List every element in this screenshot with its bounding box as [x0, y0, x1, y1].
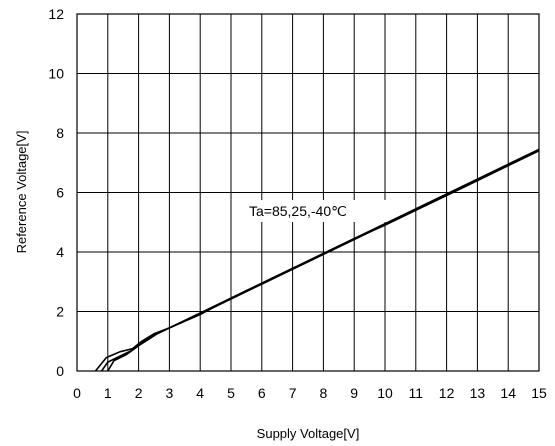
x-tick-labels: 0 1 2 3 4 5 6 7 8 9 10 11 12 13 14 15: [73, 385, 547, 401]
series-line-3: [107, 148, 540, 372]
y-axis-title: Reference Voltage[V]: [14, 131, 29, 254]
x-tick-label: 6: [258, 385, 266, 401]
y-tick-label: 0: [56, 363, 64, 379]
x-tick-label: 1: [104, 385, 112, 401]
y-tick-label: 10: [48, 66, 64, 82]
annotation: Ta=85,25,-40℃: [246, 200, 386, 222]
x-tick-label: 10: [377, 385, 393, 401]
y-tick-label: 12: [48, 6, 64, 22]
x-tick-label: 8: [320, 385, 328, 401]
x-tick-label: 2: [135, 385, 143, 401]
y-tick-label: 4: [56, 244, 64, 260]
x-tick-label: 5: [227, 385, 235, 401]
x-tick-label: 7: [289, 385, 297, 401]
x-tick-label: 11: [409, 385, 424, 401]
x-tick-label: 14: [500, 385, 516, 401]
x-tick-label: 15: [531, 385, 547, 401]
grid: [76, 13, 540, 372]
x-tick-label: 9: [350, 385, 358, 401]
x-tick-label: 4: [196, 385, 204, 401]
annotation-background: [246, 200, 386, 222]
x-tick-label: 13: [470, 385, 486, 401]
annotation-text: Ta=85,25,-40℃: [249, 203, 347, 219]
y-tick-label: 6: [56, 185, 64, 201]
x-tick-label: 3: [166, 385, 174, 401]
y-tick-labels: 0 2 4 6 8 10 12: [48, 6, 64, 379]
y-tick-label: 2: [56, 304, 64, 320]
x-axis-title: Supply Voltage[V]: [257, 426, 360, 441]
y-tick-label: 8: [56, 125, 64, 141]
x-tick-label: 0: [73, 385, 81, 401]
series-line-1: [94, 150, 540, 372]
plot-frame: [76, 13, 540, 372]
x-tick-label: 12: [439, 385, 455, 401]
series-lines: [94, 148, 540, 372]
